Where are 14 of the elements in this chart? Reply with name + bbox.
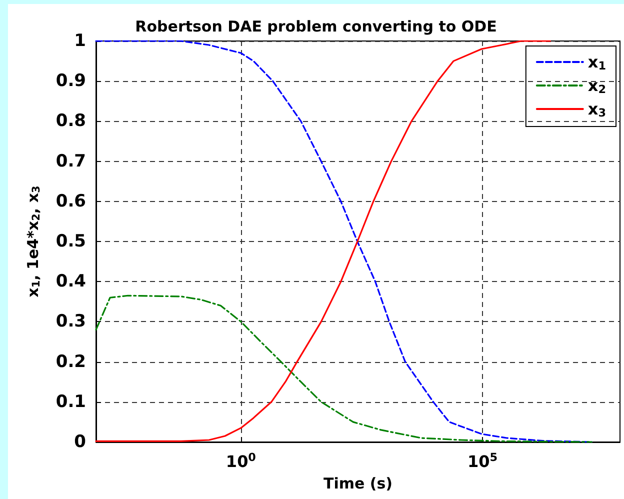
y-tick-label: 0.1 bbox=[56, 392, 86, 412]
chart-title: Robertson DAE problem converting to ODE bbox=[135, 18, 497, 36]
y-tick-label: 0.8 bbox=[56, 111, 86, 132]
y-tick-label: 0.2 bbox=[56, 352, 86, 372]
y-tick-label: 0.6 bbox=[56, 191, 86, 212]
y-axis-title: x1, 1e4*x2, x3 bbox=[24, 186, 42, 298]
y-tick-label: 0.4 bbox=[56, 272, 86, 292]
y-tick-label: 0.7 bbox=[56, 151, 86, 172]
y-tick-label: 0.5 bbox=[56, 232, 86, 252]
y-tick-label: 0.9 bbox=[56, 71, 86, 92]
y-tick-label: 0.3 bbox=[56, 312, 86, 332]
y-tick-label: 1 bbox=[74, 31, 86, 51]
y-tick-label: 0 bbox=[74, 432, 86, 452]
x-axis-title: Time (s) bbox=[323, 474, 393, 492]
